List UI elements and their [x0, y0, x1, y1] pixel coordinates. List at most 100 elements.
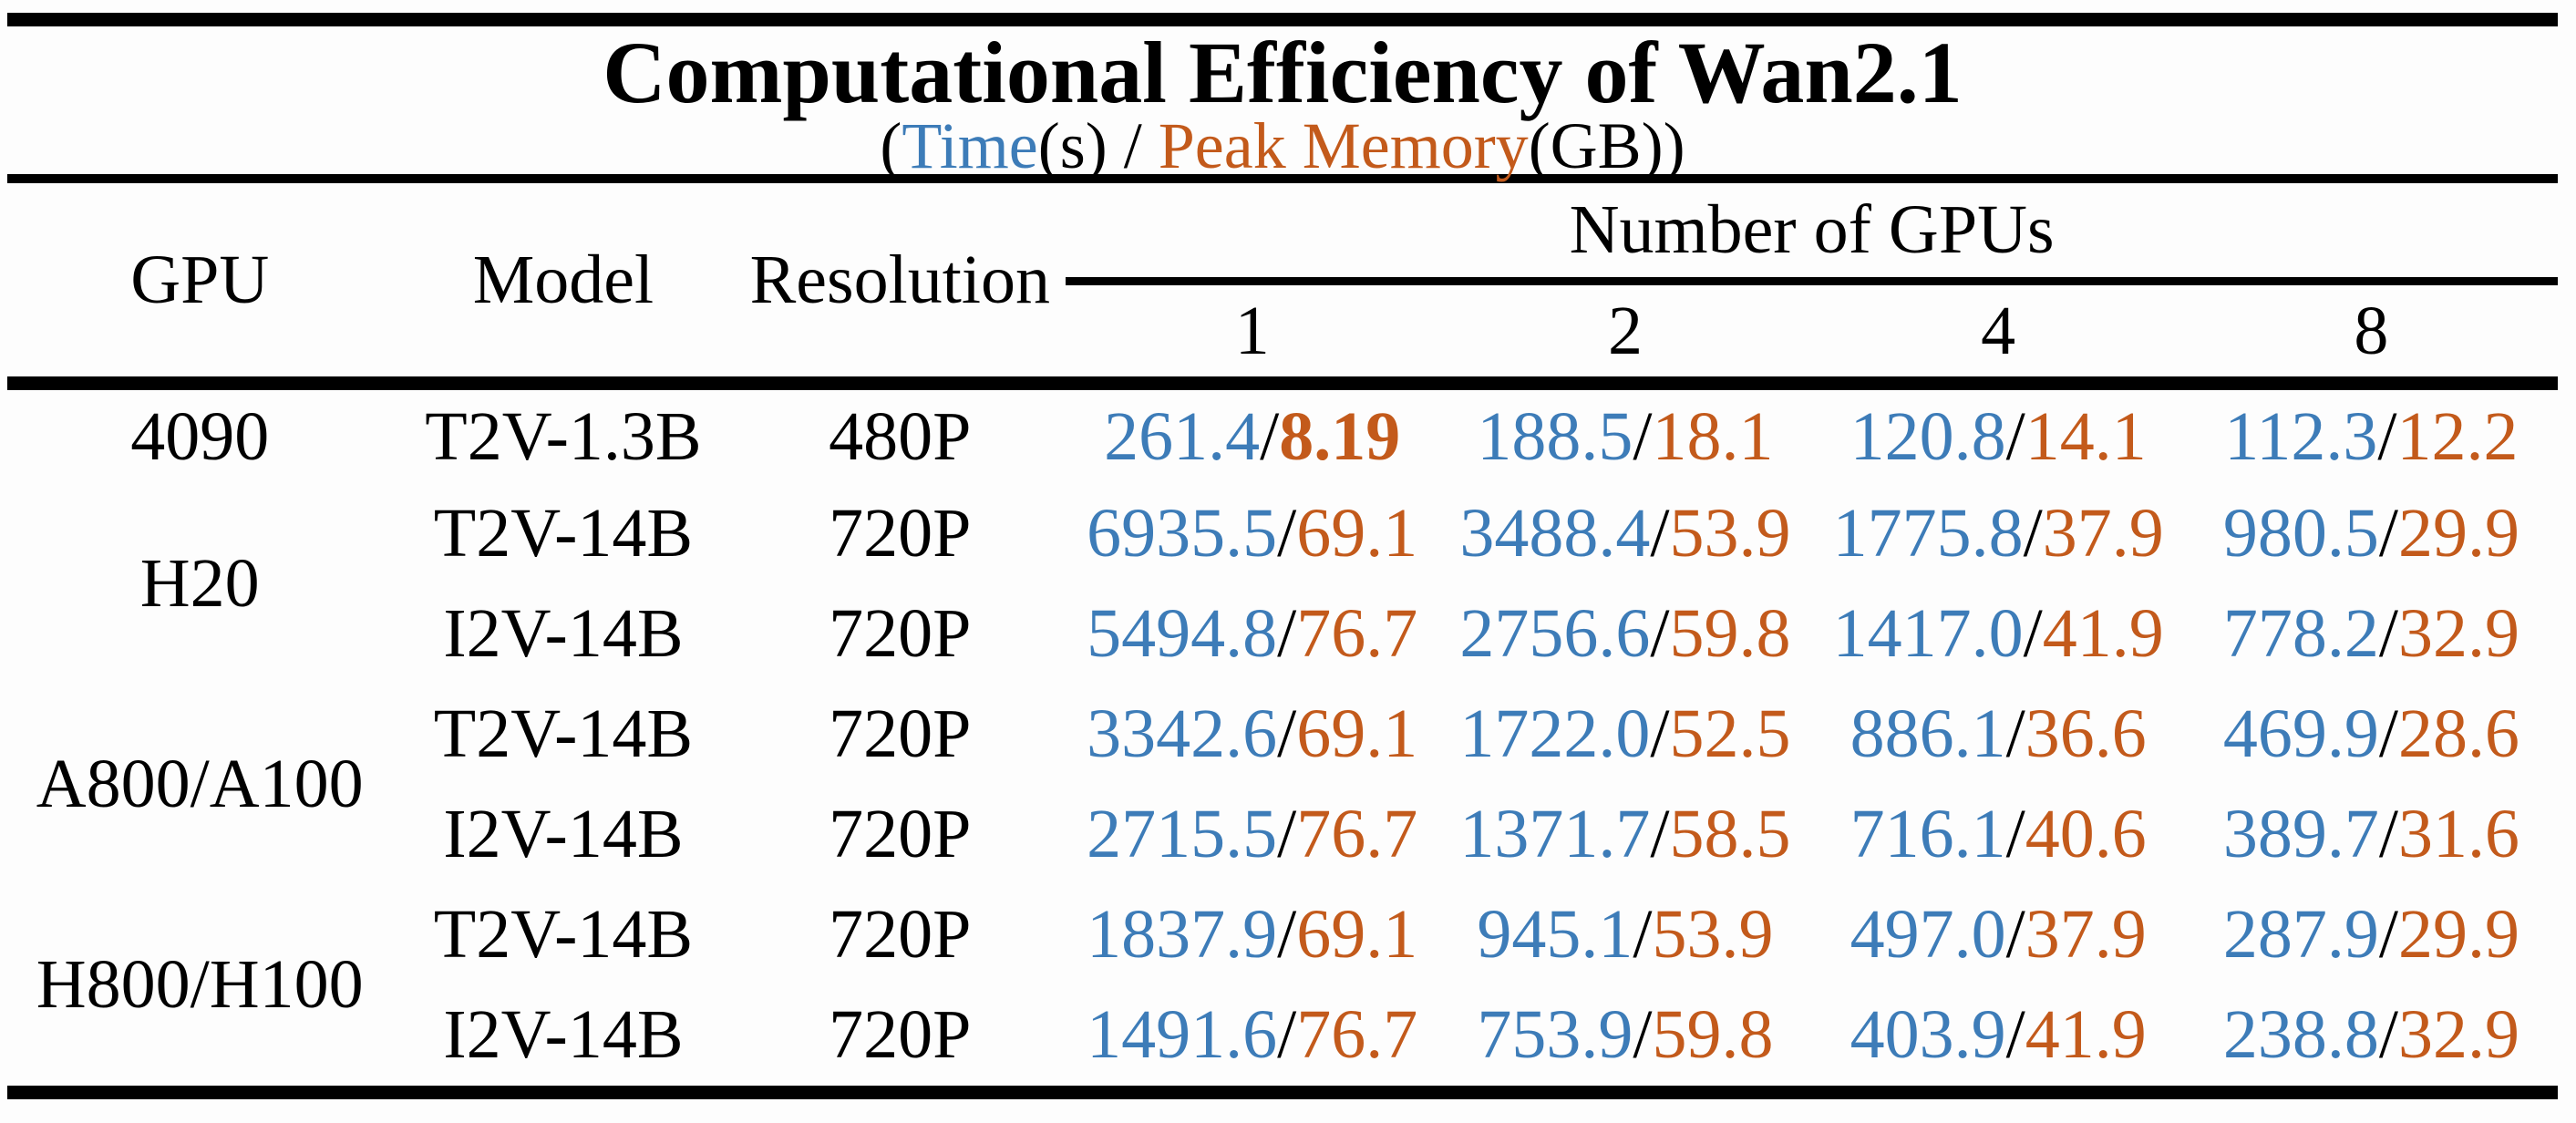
memory-value: 53.9: [1669, 495, 1791, 572]
value-cell: 716.1/40.6: [1812, 785, 2185, 885]
slash-separator: /: [1277, 695, 1297, 772]
time-value: 403.9: [1850, 996, 2006, 1073]
value-cell: 3342.6/69.1: [1066, 685, 1438, 785]
slash-separator: /: [2378, 695, 2398, 772]
value-cell: 238.8/32.9: [2185, 985, 2558, 1086]
model-cell: T2V-1.3B: [425, 397, 702, 475]
time-value: 497.0: [1850, 896, 2006, 973]
header-model: Model: [392, 183, 735, 390]
value-cell: 6935.5/69.1: [1066, 484, 1438, 584]
resolution-cell: 480P: [829, 397, 972, 475]
header-count-2: 2: [1438, 281, 1812, 390]
time-value: 6935.5: [1087, 495, 1278, 572]
time-value: 1417.0: [1832, 595, 2024, 672]
time-value: 120.8: [1850, 397, 2006, 475]
memory-value: 59.8: [1669, 595, 1791, 672]
slash-separator: /: [1650, 695, 1670, 772]
time-value: 287.9: [2222, 896, 2379, 973]
memory-unit: (GB)): [1528, 109, 1685, 182]
time-value: 1775.8: [1832, 495, 2024, 572]
memory-legend-label: Peak Memory: [1158, 109, 1529, 182]
memory-value: 69.1: [1296, 495, 1418, 572]
slash-separator: /: [1277, 495, 1297, 572]
value-cell: 497.0/37.9: [1812, 885, 2185, 985]
time-value: 1722.0: [1459, 695, 1651, 772]
value-cell: 188.5/18.1: [1438, 384, 1811, 484]
slash-separator: /: [1650, 495, 1670, 572]
gpu-cell: A800/A100: [36, 746, 364, 822]
memory-value: 29.9: [2397, 896, 2519, 973]
subtitle-open-paren: (: [880, 109, 902, 182]
slash-separator: /: [2005, 896, 2025, 973]
memory-value: 41.9: [2025, 996, 2147, 1073]
time-value: 1837.9: [1087, 896, 1278, 973]
memory-value: 41.9: [2042, 595, 2164, 672]
memory-value: 76.7: [1296, 595, 1418, 672]
table-sheet: Computational Efficiency of Wan2.1 (Time…: [7, 13, 2558, 1099]
efficiency-table: GPU Model Resolution Number of GPUs 1 2 …: [7, 183, 2558, 1086]
value-cell: 1722.0/52.5: [1438, 685, 1811, 785]
gpu-cell: 4090: [130, 397, 270, 475]
gpu-cell: H800/H100: [36, 946, 364, 1023]
memory-value: 14.1: [2025, 397, 2147, 475]
value-cell: 120.8/14.1: [1812, 384, 2185, 484]
table-row: I2V-14B 720P 1491.6/76.7 753.9/59.8 403.…: [7, 985, 2558, 1086]
resolution-cell: 720P: [829, 896, 972, 973]
memory-value: 12.2: [2396, 397, 2519, 475]
value-cell: 1837.9/69.1: [1066, 885, 1438, 985]
slash-separator: /: [2005, 695, 2025, 772]
model-cell: I2V-14B: [443, 796, 684, 872]
value-cell: 1775.8/37.9: [1812, 484, 2185, 584]
value-cell: 2715.5/76.7: [1066, 785, 1438, 885]
time-value: 3342.6: [1087, 695, 1278, 772]
slash-separator: /: [2378, 996, 2398, 1073]
slash-separator: /: [2023, 495, 2043, 572]
slash-separator: /: [1277, 896, 1297, 973]
memory-value: 58.5: [1669, 796, 1791, 872]
table-title: Computational Efficiency of Wan2.1: [603, 24, 1963, 121]
slash-separator: /: [1633, 397, 1653, 475]
table-row: H20 T2V-14B 720P 6935.5/69.1 3488.4/53.9…: [7, 484, 2558, 622]
memory-value: 52.5: [1669, 695, 1791, 772]
time-value: 2756.6: [1459, 595, 1651, 672]
header-gpu-group: Number of GPUs: [1066, 183, 2558, 285]
time-value: 389.7: [2222, 796, 2379, 872]
slash-separator: /: [1650, 796, 1670, 872]
memory-value: 69.1: [1296, 896, 1418, 973]
slash-separator: /: [1277, 595, 1297, 672]
time-value: 5494.8: [1087, 595, 1278, 672]
time-value: 1491.6: [1087, 996, 1278, 1073]
value-cell: 886.1/36.6: [1812, 685, 2185, 785]
resolution-cell: 720P: [829, 996, 972, 1073]
table-subtitle: (Time(s) / Peak Memory(GB)): [7, 113, 2558, 179]
header-count-8: 8: [2184, 281, 2558, 390]
memory-value: 36.6: [2025, 695, 2147, 772]
time-value: 2715.5: [1087, 796, 1278, 872]
value-cell: 403.9/41.9: [1812, 985, 2185, 1086]
memory-value: 18.1: [1652, 397, 1774, 475]
memory-value: 29.9: [2397, 495, 2519, 572]
time-value: 261.4: [1104, 397, 1261, 475]
value-cell: 261.4/8.19: [1066, 384, 1438, 484]
time-value: 1371.7: [1459, 796, 1651, 872]
memory-value: 37.9: [2042, 495, 2164, 572]
slash-separator: /: [1633, 996, 1653, 1073]
model-cell: T2V-14B: [433, 896, 694, 973]
model-cell: T2V-14B: [433, 695, 694, 772]
slash-separator: /: [2005, 996, 2025, 1073]
memory-value: 32.9: [2397, 595, 2519, 672]
value-cell: 1371.7/58.5: [1438, 785, 1811, 885]
memory-value: 53.9: [1652, 896, 1774, 973]
gpu-cell: H20: [139, 545, 260, 622]
time-unit: (s): [1037, 109, 1108, 182]
value-cell: 980.5/29.9: [2185, 484, 2558, 584]
memory-value: 59.8: [1652, 996, 1774, 1073]
time-value: 3488.4: [1459, 495, 1651, 572]
table-row: 4090 T2V-1.3B 480P 261.4/8.19 188.5/18.1…: [7, 384, 2558, 484]
slash-separator: /: [1277, 796, 1297, 872]
table-row: H800/H100 T2V-14B 720P 1837.9/69.1 945.1…: [7, 885, 2558, 1023]
time-value: 980.5: [2222, 495, 2379, 572]
slash-separator: /: [2005, 796, 2025, 872]
value-cell: 945.1/53.9: [1438, 885, 1811, 985]
